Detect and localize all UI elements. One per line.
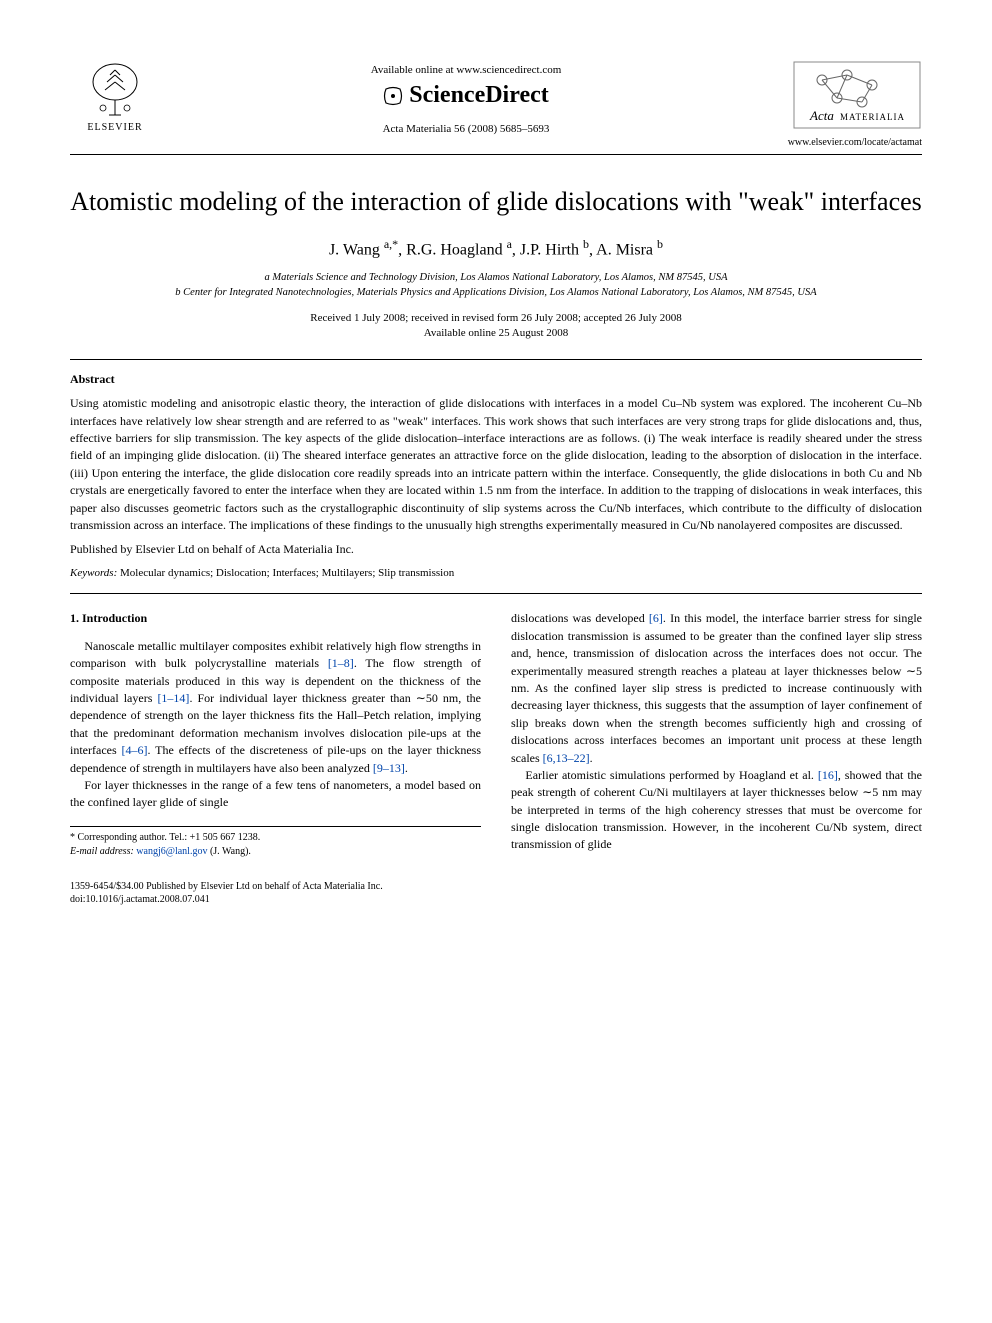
section-1-heading: 1. Introduction xyxy=(70,610,481,627)
locate-url: www.elsevier.com/locate/actamat xyxy=(772,137,922,148)
email-link[interactable]: wangj6@lanl.gov xyxy=(136,846,207,857)
elsevier-label: ELSEVIER xyxy=(87,122,142,133)
sciencedirect-text: ScienceDirect xyxy=(409,82,549,109)
ref-link[interactable]: [1–14] xyxy=(157,691,189,705)
article-dates: Received 1 July 2008; received in revise… xyxy=(70,311,922,342)
copyright-line: 1359-6454/$34.00 Published by Elsevier L… xyxy=(70,880,922,893)
abstract-heading: Abstract xyxy=(70,372,922,387)
intro-para-1: Nanoscale metallic multilayer composites… xyxy=(70,638,481,777)
acta-graphic-icon: Acta MATERIALIA xyxy=(792,60,922,130)
footnotes: * Corresponding author. Tel.: +1 505 667… xyxy=(70,826,481,860)
keywords-text: Molecular dynamics; Dislocation; Interfa… xyxy=(117,567,454,579)
ref-link[interactable]: [6] xyxy=(649,611,663,625)
journal-reference: Acta Materialia 56 (2008) 5685–5693 xyxy=(160,123,772,135)
online-date: Available online 25 August 2008 xyxy=(70,326,922,341)
journal-header: ELSEVIER Available online at www.science… xyxy=(70,60,922,148)
svg-text:MATERIALIA: MATERIALIA xyxy=(840,112,905,122)
affiliation-b: b Center for Integrated Nanotechnologies… xyxy=(70,286,922,301)
ref-link[interactable]: [6,13–22] xyxy=(543,751,590,765)
received-date: Received 1 July 2008; received in revise… xyxy=(70,311,922,326)
affiliation-a: a Materials Science and Technology Divis… xyxy=(70,271,922,286)
intro-para-3: Earlier atomistic simulations performed … xyxy=(511,767,922,854)
acta-logo-block: Acta MATERIALIA www.elsevier.com/locate/… xyxy=(772,60,922,148)
available-online-text: Available online at www.sciencedirect.co… xyxy=(160,64,772,76)
elsevier-tree-icon xyxy=(85,60,145,120)
ref-link[interactable]: [4–6] xyxy=(122,743,148,757)
affiliations: a Materials Science and Technology Divis… xyxy=(70,271,922,300)
header-rule xyxy=(70,154,922,155)
sciencedirect-icon xyxy=(383,86,403,106)
ref-link[interactable]: [16] xyxy=(818,768,838,782)
center-header: Available online at www.sciencedirect.co… xyxy=(160,60,772,135)
intro-para-1-cont: dislocations was developed [6]. In this … xyxy=(511,610,922,767)
intro-para-2: For layer thicknesses in the range of a … xyxy=(70,777,481,812)
ref-link[interactable]: [9–13] xyxy=(373,761,405,775)
keywords-line: Keywords: Molecular dynamics; Dislocatio… xyxy=(70,567,922,579)
body-columns: 1. Introduction Nanoscale metallic multi… xyxy=(70,610,922,859)
svg-text:Acta: Acta xyxy=(809,108,834,123)
right-column: dislocations was developed [6]. In this … xyxy=(511,610,922,859)
published-by: Published by Elsevier Ltd on behalf of A… xyxy=(70,542,922,557)
ref-link[interactable]: [1–8] xyxy=(328,656,354,670)
doi-line: doi:10.1016/j.actamat.2008.07.041 xyxy=(70,893,922,906)
abstract-text: Using atomistic modeling and anisotropic… xyxy=(70,395,922,534)
article-title: Atomistic modeling of the interaction of… xyxy=(70,185,922,219)
email-line: E-mail address: wangj6@lanl.gov (J. Wang… xyxy=(70,845,481,860)
left-column: 1. Introduction Nanoscale metallic multi… xyxy=(70,610,481,859)
authors-line: J. Wang a,*, R.G. Hoagland a, J.P. Hirth… xyxy=(70,237,922,259)
rule-below-keywords xyxy=(70,593,922,594)
elsevier-logo-block: ELSEVIER xyxy=(70,60,160,133)
keywords-label: Keywords: xyxy=(70,567,117,579)
sciencedirect-logo: ScienceDirect xyxy=(383,82,549,109)
footer: 1359-6454/$34.00 Published by Elsevier L… xyxy=(70,880,922,906)
rule-above-abstract xyxy=(70,359,922,360)
corresponding-author: * Corresponding author. Tel.: +1 505 667… xyxy=(70,831,481,846)
